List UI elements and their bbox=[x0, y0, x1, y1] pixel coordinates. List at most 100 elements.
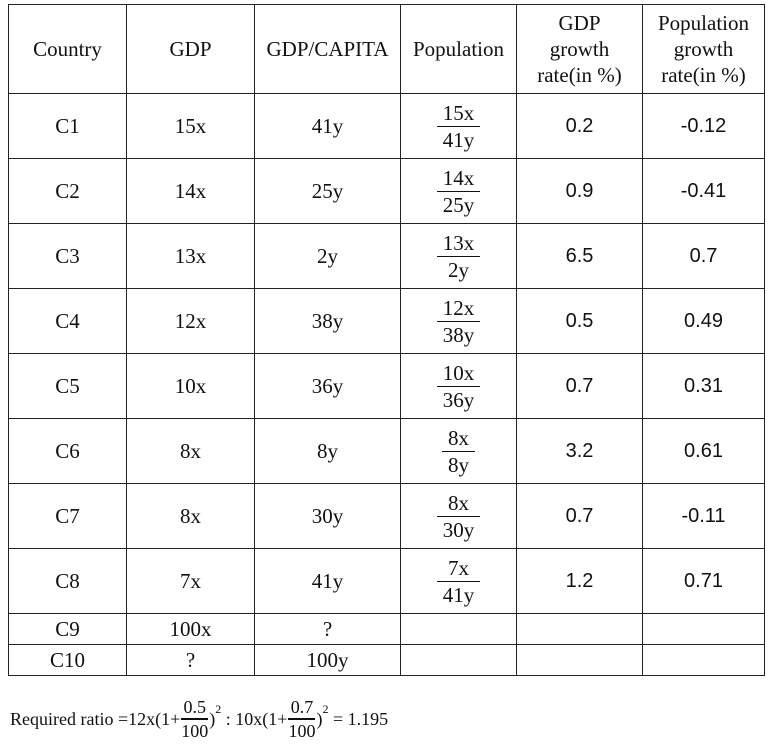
cell-gdp-growth-empty bbox=[516, 644, 643, 676]
fraction-bar bbox=[436, 255, 481, 258]
formula-term2-coef: 10x(1+ bbox=[235, 708, 288, 729]
fraction-bar bbox=[436, 320, 481, 323]
fraction-denominator: 25y bbox=[442, 193, 475, 218]
fraction-denominator: 8y bbox=[448, 453, 469, 478]
cell-pop-growth-empty bbox=[642, 613, 765, 645]
cell-gdp-capita: ? bbox=[254, 613, 401, 645]
cell-pop-growth: 0.61 bbox=[642, 418, 765, 484]
cell-population-empty bbox=[400, 613, 517, 645]
table-row: C7 8x 30y 8x 30y 0.7 -0.11 bbox=[8, 483, 765, 549]
cell-population: 15x 41y bbox=[400, 93, 517, 159]
population-fraction: 12x 38y bbox=[436, 295, 481, 348]
table-row: C2 14x 25y 14x 25y 0.9 -0.41 bbox=[8, 158, 765, 224]
cell-gdp-growth: 3.2 bbox=[516, 418, 643, 484]
formula-close-1: ) bbox=[209, 708, 216, 729]
cell-country: C2 bbox=[8, 158, 127, 224]
cell-pop-growth: 0.7 bbox=[642, 223, 765, 289]
fraction-denominator: 36y bbox=[442, 388, 475, 413]
fraction-denominator: 2y bbox=[448, 258, 469, 283]
population-fraction: 8x 30y bbox=[436, 490, 481, 541]
cell-gdp: 100x bbox=[126, 613, 255, 645]
cell-population: 14x 25y bbox=[400, 158, 517, 224]
cell-gdp-capita: 41y bbox=[254, 93, 401, 159]
cell-gdp-growth-empty bbox=[516, 613, 643, 645]
cell-gdp: 15x bbox=[126, 93, 255, 159]
table-row: C5 10x 36y 10x 36y 0.7 0.31 bbox=[8, 353, 765, 419]
cell-country: C7 bbox=[8, 483, 127, 549]
cell-country: C5 bbox=[8, 353, 127, 419]
fraction-bar bbox=[436, 515, 481, 518]
fraction-bar bbox=[436, 385, 481, 388]
cell-gdp: 14x bbox=[126, 158, 255, 224]
cell-gdp: 13x bbox=[126, 223, 255, 289]
formula-fraction-2-num: 0.7 bbox=[290, 697, 314, 718]
formula-fraction-1-num: 0.5 bbox=[183, 697, 207, 718]
cell-gdp-growth: 0.7 bbox=[516, 353, 643, 419]
cell-country: C4 bbox=[8, 288, 127, 354]
formula-fraction-1: 0.5 100 bbox=[181, 697, 209, 741]
cell-pop-growth: -0.12 bbox=[642, 93, 765, 159]
cell-gdp-growth: 0.5 bbox=[516, 288, 643, 354]
gdp-table: Country GDP GDP/CAPITA Population GDP gr… bbox=[8, 4, 765, 676]
formula-exponent-2: 2 bbox=[322, 701, 329, 716]
cell-pop-growth: 0.49 bbox=[642, 288, 765, 354]
fraction-numerator: 8x bbox=[448, 490, 469, 515]
fraction-numerator: 12x bbox=[442, 295, 475, 320]
fraction-bar bbox=[436, 125, 481, 128]
table-row: C3 13x 2y 13x 2y 6.5 0.7 bbox=[8, 223, 765, 289]
cell-pop-growth: -0.11 bbox=[642, 483, 765, 549]
cell-gdp-growth: 1.2 bbox=[516, 548, 643, 614]
fraction-bar bbox=[436, 580, 481, 583]
cell-gdp: ? bbox=[126, 644, 255, 676]
cell-gdp-capita: 25y bbox=[254, 158, 401, 224]
cell-gdp-growth: 0.2 bbox=[516, 93, 643, 159]
population-fraction: 15x 41y bbox=[436, 102, 481, 151]
table-row: C10 ? 100y bbox=[8, 644, 765, 676]
cell-gdp-growth: 6.5 bbox=[516, 223, 643, 289]
cell-gdp: 10x bbox=[126, 353, 255, 419]
fraction-denominator: 38y bbox=[442, 323, 475, 348]
population-fraction: 14x 25y bbox=[436, 165, 481, 218]
header-row: Country GDP GDP/CAPITA Population GDP gr… bbox=[8, 4, 765, 94]
cell-gdp-capita: 41y bbox=[254, 548, 401, 614]
header-pop-growth-line2: growth bbox=[673, 37, 734, 61]
table-row: C1 15x 41y 15x 41y 0.2 -0.12 bbox=[8, 93, 765, 159]
cell-population: 12x 38y bbox=[400, 288, 517, 354]
table-row: C4 12x 38y 12x 38y 0.5 0.49 bbox=[8, 288, 765, 354]
formula-fraction-1-den: 100 bbox=[181, 720, 209, 741]
cell-country: C1 bbox=[8, 93, 127, 159]
cell-gdp-growth: 0.9 bbox=[516, 158, 643, 224]
cell-pop-growth-empty bbox=[642, 644, 765, 676]
cell-country: C6 bbox=[8, 418, 127, 484]
cell-population: 8x 30y bbox=[400, 483, 517, 549]
cell-gdp-capita: 30y bbox=[254, 483, 401, 549]
fraction-bar bbox=[436, 190, 481, 193]
formula-close-2: ) bbox=[316, 708, 323, 729]
fraction-numerator: 8x bbox=[448, 425, 469, 450]
cell-pop-growth: 0.31 bbox=[642, 353, 765, 419]
header-country: Country bbox=[8, 4, 127, 94]
population-fraction: 7x 41y bbox=[436, 557, 481, 606]
cell-population-empty bbox=[400, 644, 517, 676]
formula-result: = 1.195 bbox=[328, 708, 389, 729]
formula-fraction-2: 0.7 100 bbox=[288, 697, 316, 741]
fraction-numerator: 13x bbox=[442, 230, 475, 255]
header-gdp-growth: GDP growth rate(in %) bbox=[516, 4, 643, 94]
cell-country: C10 bbox=[8, 644, 127, 676]
formula-fraction-2-bar bbox=[288, 718, 316, 720]
header-pop-growth-line1: Population bbox=[657, 11, 749, 35]
table-row: C9 100x ? bbox=[8, 613, 765, 645]
cell-gdp-growth: 0.7 bbox=[516, 483, 643, 549]
cell-population: 13x 2y bbox=[400, 223, 517, 289]
cell-population: 10x 36y bbox=[400, 353, 517, 419]
cell-population: 7x 41y bbox=[400, 548, 517, 614]
population-fraction: 13x 2y bbox=[436, 230, 481, 283]
table-row: C8 7x 41y 7x 41y 1.2 0.71 bbox=[8, 548, 765, 614]
header-population: Population bbox=[400, 4, 517, 94]
formula-exponent-1: 2 bbox=[215, 701, 222, 716]
population-fraction: 10x 36y bbox=[436, 362, 481, 413]
cell-country: C9 bbox=[8, 613, 127, 645]
fraction-numerator: 14x bbox=[442, 165, 475, 190]
cell-gdp: 12x bbox=[126, 288, 255, 354]
formula-prefix: Required ratio = bbox=[10, 708, 129, 729]
